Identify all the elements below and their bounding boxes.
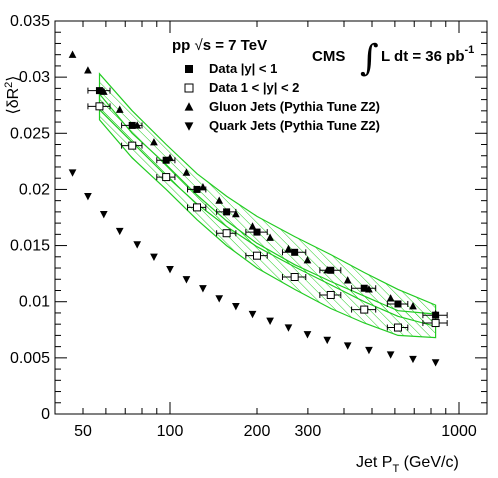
marker-filled-square [162, 156, 170, 164]
data-points [68, 50, 448, 367]
marker-triangle-down [184, 122, 194, 131]
marker-filled-square [223, 208, 231, 216]
y-tick-label: 0 [41, 406, 50, 423]
y-tick-label: 0.005 [10, 350, 50, 367]
marker-triangle-down [303, 331, 312, 339]
marker-open-square [184, 83, 194, 93]
y-tick-label: 0.015 [10, 238, 50, 255]
marker-triangle-down [215, 295, 224, 303]
marker-triangle-up [133, 121, 142, 129]
y-tick-label: 0.03 [19, 69, 50, 86]
marker-triangle-up [150, 138, 158, 146]
marker-filled-square [360, 284, 368, 292]
marker-triangle-down [99, 210, 108, 219]
x-axis-title: Jet PT (GeV/c) [356, 454, 459, 475]
marker-triangle-up [184, 102, 194, 111]
marker-filled-square [128, 121, 136, 129]
y-tick-label: 0.035 [10, 13, 50, 30]
marker-triangle-down [431, 359, 440, 367]
marker-triangle-down [284, 324, 293, 332]
y-tick-label: 0.02 [19, 181, 50, 198]
marker-open-square [192, 203, 201, 212]
marker-triangle-down [232, 303, 240, 311]
marker-triangle-down [266, 317, 274, 326]
marker-triangle-up [99, 87, 108, 95]
x-tick-label: 50 [74, 423, 92, 440]
marker-filled-square [185, 65, 193, 73]
marker-filled-square [95, 87, 103, 95]
marker-open-square [252, 251, 261, 260]
x-tick-label: 300 [295, 423, 322, 440]
marker-triangle-up [248, 222, 257, 230]
marker-triangle-down [199, 285, 207, 293]
marker-filled-square [327, 266, 335, 274]
marker-triangle-up [215, 196, 224, 204]
marker-triangle-up [303, 255, 312, 264]
marker-triangle-up [266, 233, 274, 241]
legend-label: Data 1 < |y| < 2 [209, 80, 299, 95]
marker-open-square [95, 102, 104, 111]
marker-triangle-up [115, 105, 124, 113]
marker-triangle-up [232, 209, 240, 218]
x-tick-label: 100 [157, 423, 184, 440]
marker-open-square [290, 273, 299, 282]
marker-triangle-down [84, 193, 92, 201]
marker-filled-square [394, 300, 402, 308]
x-tick-label: 1000 [441, 423, 477, 440]
marker-triangle-up [409, 302, 417, 310]
marker-triangle-up [323, 266, 332, 274]
y-axis-title: ⟨δR2⟩ [3, 75, 22, 114]
marker-triangle-down [166, 266, 174, 274]
marker-triangle-down [248, 310, 257, 319]
header-experiment: CMS [312, 48, 345, 65]
marker-triangle-down [365, 346, 373, 355]
marker-open-square [393, 323, 402, 332]
marker-open-square [162, 173, 171, 182]
marker-triangle-down [182, 276, 191, 284]
marker-triangle-up [182, 168, 191, 176]
marker-triangle-down [323, 336, 332, 345]
marker-open-square [360, 305, 369, 314]
marker-triangle-up [431, 309, 440, 318]
marker-triangle-down [133, 241, 142, 249]
marker-triangle-up [68, 50, 77, 58]
y-tick-label: 0.01 [19, 294, 50, 311]
marker-triangle-up [199, 182, 207, 191]
marker-filled-square [253, 228, 261, 236]
legend-label: Data |y| < 1 [209, 61, 277, 76]
legend-label: Quark Jets (Pythia Tune Z2) [209, 118, 380, 133]
y-tick-label: 0.025 [10, 125, 50, 142]
marker-filled-square [193, 185, 201, 193]
legend-label: Gluon Jets (Pythia Tune Z2) [209, 99, 380, 114]
marker-triangle-up [386, 294, 395, 302]
marker-triangle-up [84, 66, 92, 74]
marker-open-square [431, 319, 440, 328]
marker-triangle-up [284, 244, 293, 253]
marker-triangle-down [115, 227, 124, 236]
marker-triangle-down [386, 351, 395, 359]
header-integral: ∫ [360, 38, 379, 79]
x-tick-label: 200 [244, 423, 271, 440]
marker-triangle-down [68, 169, 77, 177]
marker-open-square [326, 290, 335, 299]
marker-triangle-down [343, 342, 352, 350]
marker-triangle-up [166, 153, 174, 162]
marker-triangle-down [409, 355, 417, 364]
legend: Data |y| < 1 Data 1 < |y| < 2 Gluon Jets (… [184, 61, 380, 133]
marker-open-square [128, 141, 137, 150]
plot-frame-rect [54, 20, 488, 415]
marker-triangle-up [365, 285, 373, 293]
header-energy: pp √s = 7 TeV [172, 37, 267, 54]
marker-triangle-down [150, 253, 158, 261]
marker-filled-square [291, 248, 299, 256]
marker-open-square [222, 229, 231, 238]
header-lumi: L dt = 36 pb-1 [381, 44, 474, 65]
plot-frame: 0 0.005 0.01 0.015 0.02 0.025 0.03 0.035 50 100 20… [10, 13, 488, 440]
marker-triangle-up [343, 276, 352, 284]
